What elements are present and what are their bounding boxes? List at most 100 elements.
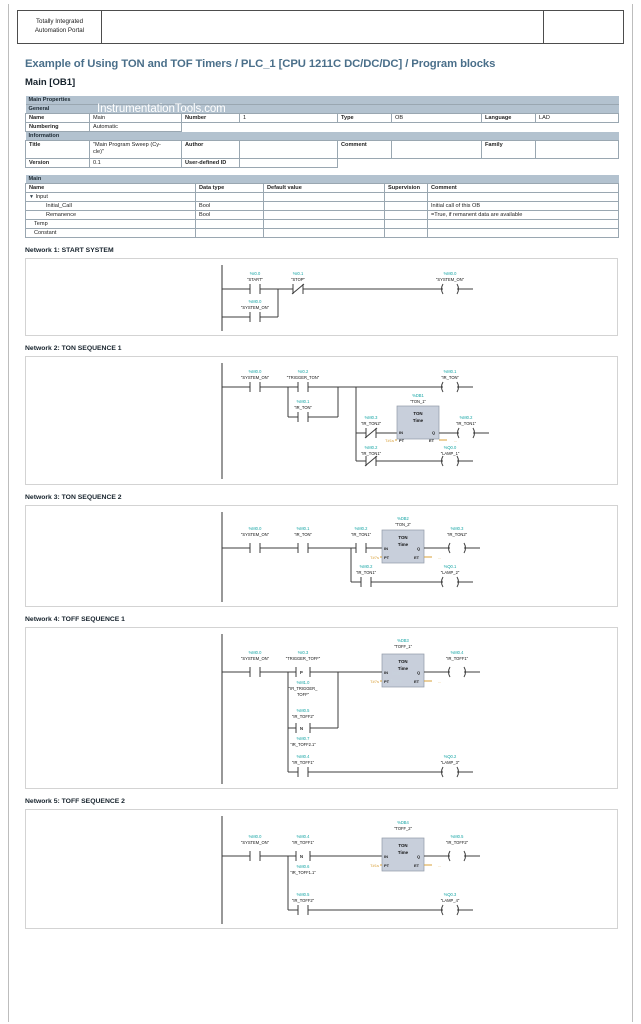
coil-address: %Q0.0 — [444, 445, 457, 450]
contact-symbol: "SYSTEM_ON" — [241, 375, 270, 380]
contact-symbol: "IR_TOFF2" — [292, 714, 315, 719]
contact-address: %M0.0 — [249, 369, 262, 374]
col-header-comment: Comment — [427, 183, 619, 194]
col-header-name: Name — [25, 183, 196, 194]
coil-symbol: "SYSTEM_ON" — [436, 277, 465, 282]
prop-label-type: Type — [337, 113, 392, 123]
prop-label-comment: Comment — [337, 140, 392, 159]
coil-symbol: "LAMP_2" — [441, 570, 460, 575]
var-supervision — [384, 219, 428, 230]
prop-value-name: Main — [89, 113, 182, 123]
var-defaultvalue — [263, 219, 385, 230]
coil-address: %Q0.2 — [444, 754, 457, 759]
brand-cell: Totally Integrated Automation Portal — [18, 11, 102, 43]
var-defaultvalue — [263, 210, 385, 221]
contact-address: %M0.0 — [249, 834, 262, 839]
properties-section-information: Information — [25, 131, 619, 141]
coil-symbol: "LAMP_1" — [441, 451, 460, 456]
contact-address: %M0.0 — [249, 650, 262, 655]
prop-label-family: Family — [481, 140, 536, 159]
contact-symbol: "IR_TON" — [294, 532, 312, 537]
contact-symbol: "IR_TOFF1" — [292, 840, 315, 845]
contact-edge-type-n: N — [300, 854, 303, 859]
edge-memory-symbol-l1: "IR_TRIGGER_ — [289, 686, 318, 691]
table-row: Name Main Number 1 Type OB Language LAD — [25, 113, 620, 123]
contact-address: %M0.5 — [297, 892, 310, 897]
timer-pin-pt: PT — [384, 679, 390, 684]
contact-address: %I0.3 — [298, 650, 309, 655]
timer-instance-db: %DB2 — [397, 516, 409, 521]
timer-pin-q: Q — [417, 854, 420, 859]
var-defaultvalue — [263, 228, 385, 239]
contact-address: %M0.0 — [249, 299, 262, 304]
contact-edge-type-p: P — [300, 670, 303, 675]
timer-pin-pt: PT — [399, 438, 405, 443]
timer-type-label: TON — [398, 535, 407, 540]
brand-line-2: Automation Portal — [34, 27, 85, 34]
coil-symbol: "IR_TOFF1" — [446, 656, 469, 661]
contact-symbol: "TRIGGER_TON" — [287, 375, 320, 380]
contact-symbol: "IR_TON" — [294, 405, 312, 410]
prop-value-comment — [391, 140, 482, 159]
table-row: Temp — [25, 219, 619, 230]
contact-symbol: "IR_TON1" — [351, 532, 372, 537]
timer-type-label: TON — [413, 411, 422, 416]
coil-symbol: "IR_TON" — [441, 375, 459, 380]
coil-address: %M0.2 — [460, 415, 473, 420]
timer-pin-et: ET — [414, 555, 420, 560]
timer-pin-q: Q — [417, 546, 420, 551]
expander-icon[interactable]: ▼ — [29, 194, 34, 201]
table-row: Numbering Automatic — [25, 122, 619, 132]
prop-value-userid — [239, 157, 338, 168]
prop-label-number: Number — [181, 113, 240, 123]
coil-address: %Q0.1 — [444, 564, 457, 569]
var-name-temp: Temp — [25, 219, 196, 230]
coil-address: %M0.3 — [451, 526, 464, 531]
timer-et-value: ... — [438, 679, 441, 684]
var-name-input[interactable]: ▼ Input — [25, 192, 196, 203]
main-band: Main — [25, 174, 619, 185]
prop-label-language: Language — [481, 113, 536, 123]
block-title: Main [OB1] — [25, 77, 76, 88]
main-section-label: Main — [25, 174, 619, 185]
edge-memory-symbol: "IR_TOFF2.1" — [290, 742, 316, 747]
var-name-remanence: Remanence — [25, 210, 196, 221]
header-right-cell — [544, 11, 623, 43]
timer-instance-name: "TOFF_1" — [394, 644, 413, 649]
properties-band-main: Main Properties — [25, 96, 619, 105]
contact-symbol: "IR_TON2" — [361, 421, 382, 426]
prop-value-author — [239, 140, 338, 159]
contact-address: %M0.0 — [249, 526, 262, 531]
contact-symbol: "SYSTEM_ON" — [241, 305, 270, 310]
table-row: Title "Main Program Sweep (Cy- cle)" Aut… — [25, 140, 620, 159]
coil-symbol: "LAMP_3" — [441, 760, 460, 765]
var-datatype: Bool — [195, 201, 264, 212]
contact-address: %M0.2 — [355, 526, 368, 531]
timer-pin-et: ET — [414, 863, 420, 868]
edge-memory-address: %M1.0 — [297, 680, 310, 685]
prop-value-language: LAD — [534, 113, 620, 123]
coil-symbol: "IR_TON1" — [456, 421, 477, 426]
table-row: Initial_Call Bool Initial call of this O… — [25, 201, 619, 212]
contact-symbol: "IR_TOFF1" — [292, 760, 315, 765]
col-header-supervision: Supervision — [384, 183, 428, 194]
timer-instance-db: %DB4 — [397, 820, 409, 825]
timer-pin-pt: PT — [384, 555, 390, 560]
timer-pt-value: T#1s — [370, 863, 379, 868]
contact-address: %M0.1 — [297, 399, 310, 404]
timer-instance-name: "TON_1" — [410, 399, 427, 404]
timer-pt-value: T#1s — [385, 438, 394, 443]
network-2-box: %M0.0 "SYSTEM_ON" %I0.2 "TRIGGER_TON" %M… — [25, 356, 618, 486]
contact-address: %M0.4 — [297, 834, 310, 839]
var-datatype — [195, 228, 264, 239]
table-header-row: Name Data type Default value Supervision… — [25, 183, 619, 194]
prop-value-title: "Main Program Sweep (Cy- cle)" — [89, 140, 182, 159]
timer-time-label: Time — [398, 666, 409, 671]
brand-line-1: Totally Integrated — [35, 18, 84, 26]
var-supervision — [384, 192, 428, 203]
prop-value-numbering: Automatic — [89, 122, 182, 132]
contact-symbol: "START" — [247, 277, 263, 282]
properties-section-general: General — [25, 104, 619, 114]
timer-et-value: ... — [438, 555, 441, 560]
network-3-title: Network 3: TON SEQUENCE 2 — [25, 494, 122, 502]
